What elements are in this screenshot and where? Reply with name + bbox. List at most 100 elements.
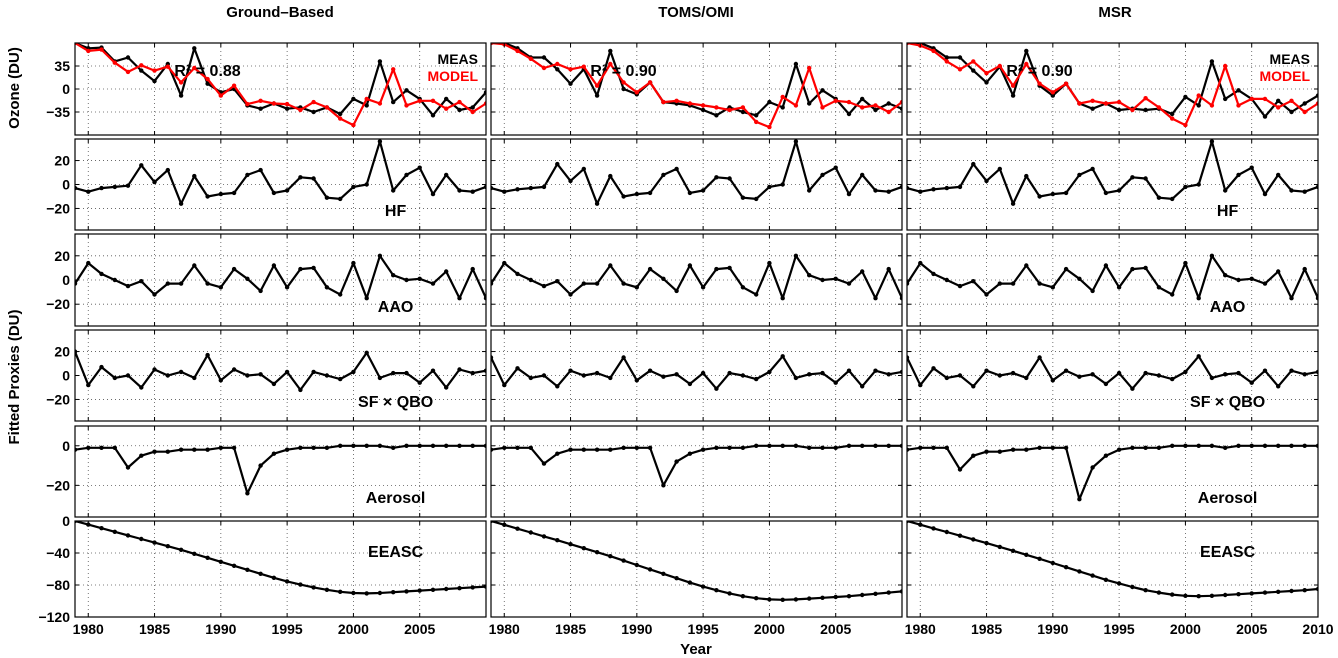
data-point-hf-proxy-0-24 (391, 188, 396, 193)
data-point-ozone-meas-1-30 (886, 101, 891, 106)
data-point-eeasc-proxy-0-15 (271, 575, 277, 580)
data-point-ozone-meas-0-16 (284, 106, 290, 111)
data-point-ozone-meas-2-22 (1196, 103, 1201, 108)
data-point-ozone-model-2-12 (1063, 81, 1069, 86)
data-point-sfqbo-proxy-1-14 (674, 372, 679, 377)
data-point-aerosol-proxy-1-12 (647, 445, 653, 450)
data-point-aerosol-proxy-1-18 (727, 445, 732, 450)
data-point-eeasc-proxy-1-26 (833, 594, 838, 600)
data-point-sfqbo-proxy-2-9 (1024, 375, 1029, 381)
ytick-label-eeasc-3: 0 (62, 513, 70, 529)
panel-frame-eeasc-0 (74, 520, 487, 618)
data-point-sfqbo-proxy-2-7 (997, 373, 1002, 378)
panel-label-sfqbo-0: SF × QBO (358, 394, 433, 411)
data-point-sfqbo-proxy-1-19 (740, 373, 746, 378)
series-line-hf-proxy-2 (907, 140, 1318, 205)
data-point-ozone-model-2-8 (1010, 83, 1016, 88)
data-point-aerosol-proxy-2-16 (1116, 447, 1122, 452)
data-point-aao-proxy-2-13 (1077, 276, 1082, 281)
data-point-aao-proxy-0-12 (231, 266, 237, 272)
data-point-hf-proxy-0-30 (470, 189, 475, 194)
data-point-ozone-meas-0-20 (338, 111, 343, 117)
data-point-sfqbo-proxy-2-17 (1130, 386, 1135, 391)
data-point-eeasc-proxy-2-22 (1196, 594, 1201, 599)
data-point-ozone-meas-2-20 (1170, 111, 1175, 117)
data-point-eeasc-proxy-1-4 (541, 534, 547, 539)
data-point-sfqbo-proxy-2-29 (1289, 368, 1294, 373)
data-point-ozone-meas-1-23 (793, 61, 799, 67)
data-point-ozone-meas-2-27 (1262, 114, 1268, 119)
data-point-aerosol-proxy-2-7 (997, 449, 1002, 454)
data-point-aerosol-proxy-1-29 (873, 443, 878, 448)
data-point-ozone-meas-1-9 (608, 48, 613, 54)
data-point-hf-proxy-2-18 (1143, 176, 1148, 181)
data-point-ozone-model-2-7 (997, 63, 1002, 69)
data-point-aao-proxy-0-10 (205, 281, 210, 286)
data-point-eeasc-proxy-2-21 (1183, 593, 1188, 598)
data-point-eeasc-proxy-0-18 (311, 585, 316, 590)
data-point-sfqbo-proxy-0-13 (245, 373, 250, 378)
data-point-hf-proxy-1-8 (594, 201, 600, 206)
data-point-sfqbo-proxy-0-30 (470, 370, 475, 376)
data-point-hf-proxy-0-13 (245, 172, 250, 178)
data-point-aao-proxy-1-7 (581, 281, 586, 286)
data-point-eeasc-proxy-2-26 (1249, 591, 1254, 596)
data-point-aerosol-proxy-1-16 (700, 447, 706, 452)
data-point-hf-proxy-1-30 (886, 189, 891, 194)
data-point-aao-proxy-2-28 (1276, 269, 1281, 274)
data-point-sfqbo-proxy-0-18 (311, 369, 316, 375)
data-point-aao-proxy-2-12 (1063, 266, 1069, 272)
data-point-aerosol-proxy-2-20 (1170, 443, 1175, 448)
legend-meas-0: MEAS (438, 51, 478, 67)
ytick-label-aao-2: 20 (54, 248, 70, 264)
data-point-aerosol-proxy-2-9 (1024, 447, 1029, 452)
data-point-aerosol-proxy-0-14 (258, 463, 263, 468)
data-point-eeasc-proxy-0-5 (139, 536, 144, 542)
ytick-label-ozone-0: −35 (46, 104, 70, 120)
data-point-sfqbo-proxy-2-3 (944, 375, 949, 381)
data-point-eeasc-proxy-0-24 (391, 590, 396, 595)
data-point-sfqbo-proxy-2-8 (1010, 370, 1016, 376)
data-point-aerosol-proxy-2-21 (1183, 443, 1188, 448)
data-point-ozone-meas-0-29 (457, 107, 462, 113)
data-point-eeasc-proxy-1-27 (846, 594, 852, 599)
data-point-aao-proxy-0-7 (165, 281, 170, 286)
data-point-eeasc-proxy-0-17 (298, 582, 303, 587)
data-point-sfqbo-proxy-0-11 (218, 378, 223, 383)
ytick-label-aao-1: 0 (62, 272, 70, 288)
data-point-aao-proxy-1-25 (820, 277, 825, 283)
data-point-ozone-model-1-13 (661, 99, 666, 105)
data-point-eeasc-proxy-0-10 (205, 555, 210, 560)
data-point-hf-proxy-0-26 (417, 165, 422, 170)
data-point-hf-proxy-2-8 (1010, 201, 1016, 206)
r2-label-1: R² = 0.90 (590, 63, 656, 80)
data-point-eeasc-proxy-1-28 (860, 592, 865, 598)
data-point-eeasc-proxy-1-8 (594, 550, 600, 555)
xtick-label-1-4: 2000 (754, 621, 785, 637)
data-point-aao-proxy-1-19 (740, 285, 746, 290)
data-point-aerosol-proxy-1-30 (886, 443, 891, 448)
data-point-ozone-model-2-14 (1090, 98, 1095, 104)
data-point-sfqbo-proxy-2-15 (1103, 381, 1109, 387)
data-point-aerosol-proxy-0-24 (391, 445, 396, 450)
data-point-hf-proxy-1-18 (727, 176, 732, 181)
data-point-eeasc-proxy-1-30 (886, 590, 891, 595)
data-point-aerosol-proxy-0-19 (324, 445, 330, 450)
data-point-eeasc-proxy-2-7 (997, 544, 1002, 550)
data-point-hf-proxy-2-1 (918, 189, 923, 194)
data-point-aerosol-proxy-0-7 (165, 449, 170, 454)
data-point-eeasc-proxy-2-13 (1077, 569, 1082, 574)
data-point-ozone-model-1-16 (700, 103, 706, 108)
panel-frame-hf-1 (490, 138, 903, 231)
data-point-hf-proxy-1-2 (515, 187, 520, 192)
panel-frame-aerosol-1 (490, 425, 903, 518)
data-point-hf-proxy-0-9 (192, 173, 197, 179)
text-layer: Ground–Based TOMS/OMI MSR Year Ozone (DU… (6, 4, 1334, 658)
data-point-eeasc-proxy-1-19 (740, 594, 746, 599)
data-point-ozone-model-0-10 (205, 76, 210, 82)
frame-layer (74, 42, 1319, 618)
data-point-aerosol-proxy-1-11 (634, 445, 639, 450)
data-point-ozone-model-1-25 (820, 105, 825, 110)
data-point-aerosol-proxy-1-19 (740, 445, 746, 450)
data-point-aerosol-proxy-0-16 (284, 447, 290, 452)
